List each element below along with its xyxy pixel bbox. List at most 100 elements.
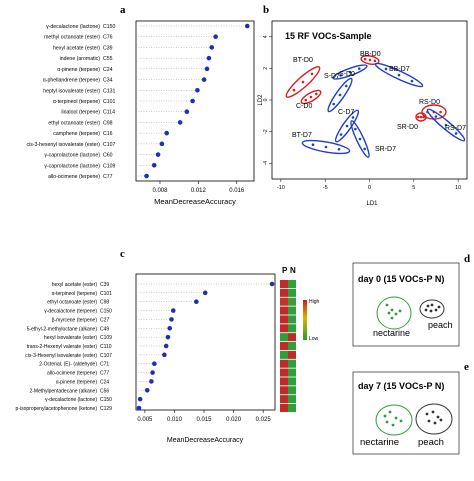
heatmap-cell-n-2 [288, 297, 296, 306]
heatmap-cell-n-1 [288, 288, 296, 297]
panel-d: day 0 (15 VOCs-P N) nectarine peach [352, 262, 460, 347]
panel-c-row-label-2: ethyl octanoate (ester) [47, 300, 97, 306]
panel-b-group-label-1: S-D0 [339, 71, 355, 78]
heatmap-cell-n-8 [288, 350, 296, 359]
panel-b-xtick-label-0: -10 [277, 185, 285, 191]
panel-b-xtick-label-1: -5 [323, 185, 328, 191]
heatmap-header-p: P [282, 266, 288, 275]
panel-a-row-label-0: γ-decalactone (lactone) [46, 24, 100, 30]
panel-d-point-11 [424, 308, 428, 312]
panel-c-row-label-8: cis-3-Hexenyl isovalerate (ester) [25, 353, 97, 359]
panel-e-point-10 [427, 419, 431, 423]
panel-b-ellipse-2 [360, 55, 380, 65]
panel-b-group-label-0: BT-D0 [293, 57, 313, 64]
panel-e-frame [352, 371, 460, 455]
panel-c-point-7 [163, 343, 169, 349]
panel-b-point-9-2 [454, 132, 458, 135]
panel-e-point-0 [383, 414, 387, 418]
panel-c-row-code-2: C98 [100, 300, 109, 306]
panel-c-point-8 [162, 352, 167, 358]
panel-c-row-label-4: β-myrcene (terpene) [52, 317, 98, 323]
panel-a-row-label-1: methyl octanoate (ester) [44, 35, 100, 41]
panel-b-ellipse-5 [327, 77, 353, 113]
heatmap-cell-n-0 [288, 279, 296, 289]
panel-b: 15 RF VOCs-Sample LD1 LD2 [258, 20, 468, 207]
panel-b-point-7-2 [439, 110, 442, 114]
heatmap-cell-n-10 [288, 368, 296, 377]
heatmap-cell-n-12 [288, 386, 296, 395]
panel-c-frame [135, 273, 276, 411]
panel-a-point-13 [151, 162, 157, 168]
panel-a-row-label-3: indene (aromatic) [60, 56, 101, 62]
panel-b-ellipse-11 [350, 120, 370, 158]
panel-b-group-label-4: C-D0 [296, 103, 312, 110]
panel-a-row-code-11: C107 [103, 142, 116, 148]
panel-c-point-13 [137, 396, 143, 402]
heatmap-cell-p-14 [280, 403, 288, 413]
panel-c-row-label-7: trans-2-Hexenyl valerate (ester) [27, 344, 98, 350]
panel-c-row-code-3: C150 [100, 309, 112, 315]
panel-c-point-12 [144, 387, 150, 393]
panel-b-point-11-1 [358, 137, 362, 141]
panel-b-point-6-2 [351, 116, 355, 119]
heatmap-cell-p-1 [280, 288, 288, 297]
panel-c-point-0 [269, 281, 275, 287]
panel-b-xtick-label-2: 0 [368, 185, 371, 191]
panel-e-title: day 7 (15 VOCs-P N) [358, 381, 444, 391]
panel-a-row-code-12: C60 [103, 153, 113, 159]
panel-b-point-11-0 [354, 127, 357, 131]
panel-a-row-code-5: C34 [103, 78, 113, 84]
panel-b-group-label-6: C-D7 [338, 109, 354, 116]
panel-a-xtick-label-1: 0.012 [191, 188, 207, 194]
panel-a-row-code-8: C114 [103, 110, 115, 116]
panel-c-row-label-12: 2-Methylpentadecane (alkane) [29, 388, 97, 394]
panel-letter-e: e [464, 361, 469, 373]
panel-d-nectarine-label: nectarine [373, 328, 410, 338]
panel-d-points [385, 303, 441, 320]
panel-d-point-2 [394, 312, 398, 316]
panel-a-row-code-2: C39 [103, 45, 113, 51]
panel-a-row-code-0: C150 [103, 24, 116, 30]
panel-b-point-3-1 [397, 73, 401, 77]
panel-b-point-0-0 [292, 88, 296, 92]
panel-a-row-label-4: α-pinene (terpene) [57, 67, 100, 73]
panel-e-peach-label: peach [418, 437, 444, 448]
heatmap-cell-p-3 [280, 306, 288, 315]
panel-d-point-10 [437, 305, 441, 309]
panel-c-row-label-1: α-terpineol (terpene) [52, 291, 98, 297]
heatmap-cell-p-10 [280, 368, 288, 377]
panel-b-ellipse-3 [374, 62, 424, 88]
panel-b-xtick-label-4: 10 [455, 185, 461, 191]
panel-a-point-7 [190, 98, 195, 104]
panel-c-point-3 [170, 308, 176, 313]
panel-e-point-11 [439, 418, 443, 422]
heatmap-cell-p-13 [280, 395, 288, 404]
nectarine-ellipse-d0 [376, 296, 412, 330]
panel-d-frame [352, 262, 460, 347]
panel-a-row-label-13: γ-caprolactone (lactone) [44, 163, 100, 169]
heatmap-header-n: N [290, 266, 296, 275]
panel-a-row-label-7: α-terpineol (terpene) [53, 99, 100, 105]
panel-a-row-code-14: C77 [103, 174, 113, 180]
panel-a-point-4 [204, 66, 210, 72]
panel-b-point-9-1 [444, 123, 448, 127]
panel-a-point-5 [201, 77, 207, 82]
panel-c-xlabel: MeanDecreaseAccuracy [167, 437, 244, 444]
heatmap-color-legend [303, 300, 307, 340]
panel-b-point-8-1 [419, 115, 423, 119]
panel-d-title: day 0 (15 VOCs-P N) [358, 274, 444, 284]
panel-b-group-label-10: BT-D7 [292, 132, 312, 139]
panel-a-row-label-6: heptyl isovalerate (ester) [43, 88, 100, 94]
panel-e-point-6 [425, 412, 429, 416]
panel-b-ytick-label-3: 2 [263, 67, 269, 70]
panel-c-xtick-label-3: 0.020 [226, 417, 242, 423]
panel-b-point-4-1 [309, 95, 313, 99]
heatmap-cell-n-5 [288, 324, 296, 333]
panel-c-point-9 [152, 361, 157, 367]
panel-d-point-8 [434, 308, 438, 312]
panel-a: MeanDecreaseAccuracy [135, 20, 255, 206]
panel-b-ellipse-8 [415, 112, 427, 122]
panel-a-xtick-label-2: 0.016 [229, 188, 245, 194]
panel-b-ytick-label-2: 0 [263, 98, 269, 101]
panel-b-group-label-5: S-D7 [324, 73, 340, 80]
